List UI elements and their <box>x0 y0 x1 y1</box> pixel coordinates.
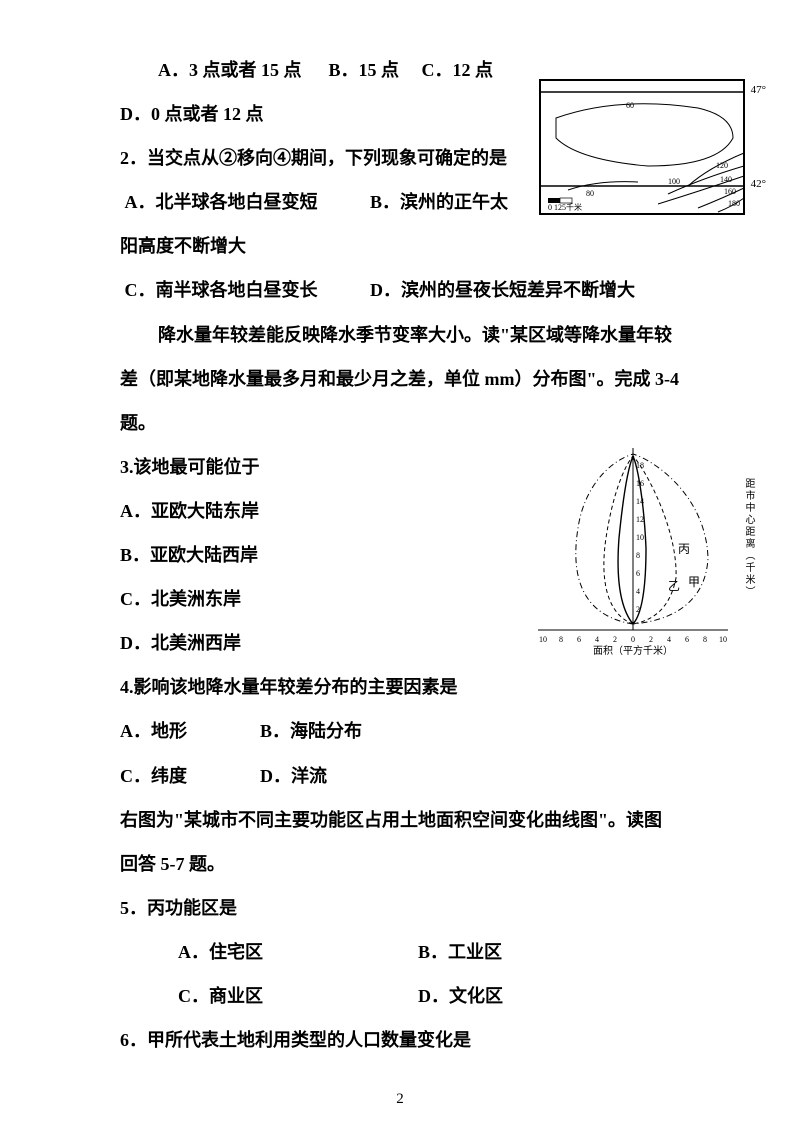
q5-row-ab: A．住宅区 B．工业区 <box>120 930 702 974</box>
svg-text:2: 2 <box>636 605 640 614</box>
q2-row-cd: C．南半球各地白昼变长 D．滨州的昼夜长短差异不断增大 <box>120 268 702 312</box>
q2-opt-d: D．滨州的昼夜长短差异不断增大 <box>370 280 635 300</box>
q5-opt-b: B．工业区 <box>418 942 502 962</box>
q2-opt-c: C．南半球各地白昼变长 <box>125 280 318 300</box>
q4-row-cd: C．纬度 D．洋流 <box>120 754 702 798</box>
svg-text:14: 14 <box>636 497 644 506</box>
q5-row-cd: C．商业区 D．文化区 <box>120 974 702 1018</box>
q4-opt-a: A．地形 <box>120 721 187 741</box>
svg-text:80: 80 <box>586 189 594 198</box>
svg-text:16: 16 <box>636 479 644 488</box>
svg-text:180: 180 <box>728 199 740 208</box>
q1-opt-b: B．15 点 <box>329 60 400 80</box>
svg-text:0: 0 <box>631 635 635 644</box>
passage2-l2: 回答 5-7 题。 <box>120 842 702 886</box>
q5-opt-d: D．文化区 <box>418 986 503 1006</box>
map-scale-label: 0 125千米 <box>548 202 582 212</box>
svg-text:4: 4 <box>636 587 640 596</box>
q2-opt-b-part2: 阳高度不断增大 <box>120 224 702 268</box>
svg-text:100: 100 <box>668 177 680 186</box>
q4-opt-d: D．洋流 <box>260 766 327 786</box>
svg-text:10: 10 <box>636 533 644 542</box>
svg-text:8: 8 <box>559 635 563 644</box>
svg-text:8: 8 <box>703 635 707 644</box>
svg-text:6: 6 <box>636 569 640 578</box>
svg-text:120: 120 <box>716 161 728 170</box>
svg-text:160: 160 <box>724 187 736 196</box>
q2-opt-a: A．北半球各地白昼变短 <box>125 192 318 212</box>
svg-text:10: 10 <box>719 635 727 644</box>
svg-text:6: 6 <box>685 635 689 644</box>
q6-stem: 6．甲所代表土地利用类型的人口数量变化是 <box>120 1018 702 1062</box>
q5-opt-a: A．住宅区 <box>178 942 263 962</box>
svg-text:4: 4 <box>595 635 599 644</box>
svg-text:甲: 甲 <box>688 575 700 589</box>
page-number: 2 <box>0 1091 800 1108</box>
q4-stem: 4.影响该地降水量年较差分布的主要因素是 <box>120 665 702 709</box>
figure-function-zones: 10 8 6 4 2 0 2 4 6 8 10 2 4 6 8 10 12 14 16 18 面积（平方千… <box>528 438 748 658</box>
svg-text:2: 2 <box>649 635 653 644</box>
q4-opt-b: B．海陆分布 <box>260 721 362 741</box>
svg-text:18: 18 <box>636 461 644 470</box>
svg-text:8: 8 <box>636 551 640 560</box>
svg-text:10: 10 <box>539 635 547 644</box>
svg-text:乙: 乙 <box>668 579 680 593</box>
svg-text:60: 60 <box>626 101 634 110</box>
passage2-l1: 右图为"某城市不同主要功能区占用土地面积空间变化曲线图"。读图 <box>120 798 702 842</box>
svg-text:4: 4 <box>667 635 671 644</box>
svg-text:丙: 丙 <box>678 542 690 556</box>
figure-contour-map: 60 80 100 120 140 160 180 0 125千米 47° 42… <box>538 78 748 218</box>
svg-text:面积（平方千米）: 面积（平方千米） <box>593 644 673 657</box>
passage1-l2: 差（即某地降水量最多月和最少月之差，单位 mm）分布图"。完成 3-4 <box>120 357 702 401</box>
svg-text:140: 140 <box>720 175 732 184</box>
q5-opt-c: C．商业区 <box>178 986 263 1006</box>
map-lat-top: 47° <box>751 84 766 96</box>
q1-opt-c: C．12 点 <box>422 60 494 80</box>
svg-text:2: 2 <box>613 635 617 644</box>
q2-stem: 2．当交点从②移向④期间，下列现象可确定的是 <box>120 136 540 180</box>
q5-stem: 5．丙功能区是 <box>120 886 702 930</box>
q1-opt-a: A．3 点或者 15 点 <box>158 60 302 80</box>
q4-row-ab: A．地形 B．海陆分布 <box>120 709 702 753</box>
q2-opt-b-part1: B．滨州的正午太 <box>370 192 508 212</box>
q4-opt-c: C．纬度 <box>120 766 187 786</box>
passage1-l1: 降水量年较差能反映降水季节变率大小。读"某区域等降水量年较 <box>120 313 702 357</box>
svg-text:12: 12 <box>636 515 644 524</box>
svg-text:6: 6 <box>577 635 581 644</box>
map-lat-bottom: 42° <box>751 178 766 190</box>
chart-y-label: 距市中心距离（千米） <box>741 478 756 598</box>
